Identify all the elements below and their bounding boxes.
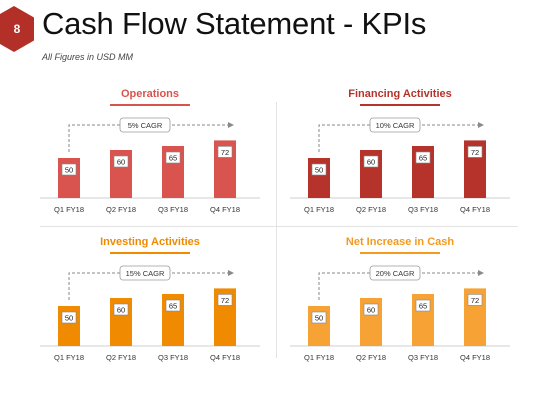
chart-svg: 20% CAGR 50 Q1 FY18 60 Q2 FY18 65 Q3 FY18 72 Q4 … bbox=[290, 265, 510, 362]
data-label-box bbox=[165, 151, 181, 164]
x-tick-label: Q1 FY18 bbox=[304, 353, 334, 362]
x-tick-label: Q2 FY18 bbox=[106, 353, 136, 362]
data-label: 60 bbox=[367, 158, 375, 167]
cagr-label-box bbox=[369, 265, 421, 281]
x-tick-label: Q3 FY18 bbox=[408, 353, 438, 362]
data-label: 65 bbox=[419, 302, 427, 311]
cagr-label-box bbox=[369, 117, 421, 133]
chart-title-underline bbox=[110, 252, 190, 254]
data-label: 72 bbox=[221, 148, 229, 157]
x-tick-label: Q1 FY18 bbox=[54, 353, 84, 362]
chart-panel-net-increase-in-cash: Net Increase in Cash 20% CAGR 50 Q1 FY18 60… bbox=[290, 236, 530, 366]
chart-svg: 10% CAGR 50 Q1 FY18 60 Q2 FY18 65 Q3 FY18 72 Q4 … bbox=[290, 117, 510, 214]
data-label-box bbox=[61, 163, 77, 176]
chart-title: Operations bbox=[120, 88, 180, 100]
chart-title-underline bbox=[360, 104, 440, 106]
cagr-arrow-head bbox=[228, 270, 234, 276]
chart-title: Investing Activities bbox=[100, 236, 200, 248]
chart-panel-operations: Operations 5% CAGR 50 Q1 FY18 60 Q2 FY18 65 Q3… bbox=[40, 88, 280, 218]
data-label-box bbox=[311, 163, 327, 176]
slide-number: 8 bbox=[13, 22, 21, 36]
data-label-box bbox=[467, 294, 483, 306]
cagr-label-box bbox=[119, 117, 171, 133]
chart-panel-financing-activities: Financing Activities 10% CAGR 50 Q1 FY18 60… bbox=[290, 88, 530, 218]
data-label-box bbox=[363, 303, 379, 316]
page-subtitle: All Figures in USD MM bbox=[42, 52, 134, 62]
page-title: Cash Flow Statement - KPIs bbox=[42, 6, 427, 41]
cagr-label: 15% CAGR bbox=[126, 269, 165, 278]
x-tick-label: Q4 FY18 bbox=[460, 205, 490, 214]
x-tick-label: Q4 FY18 bbox=[210, 353, 240, 362]
data-label: 60 bbox=[117, 306, 125, 315]
data-label-box bbox=[113, 155, 129, 168]
chart-svg: 5% CAGR 50 Q1 FY18 60 Q2 FY18 65 Q3 FY18 72 Q4 F… bbox=[40, 117, 260, 214]
x-tick-label: Q4 FY18 bbox=[210, 205, 240, 214]
data-label: 72 bbox=[471, 296, 479, 305]
x-tick-label: Q1 FY18 bbox=[304, 205, 334, 214]
chart-title: Financing Activities bbox=[348, 88, 452, 100]
data-label: 50 bbox=[315, 314, 323, 323]
data-label-box bbox=[467, 146, 483, 158]
x-tick-label: Q3 FY18 bbox=[408, 205, 438, 214]
cagr-label: 10% CAGR bbox=[376, 121, 415, 130]
cagr-arrow-line bbox=[318, 124, 478, 152]
data-label: 65 bbox=[169, 302, 177, 311]
vertical-divider bbox=[276, 102, 277, 358]
x-tick-label: Q3 FY18 bbox=[158, 353, 188, 362]
cagr-label: 20% CAGR bbox=[376, 269, 415, 278]
data-label-box bbox=[61, 311, 77, 324]
data-label-box bbox=[165, 299, 181, 312]
x-tick-label: Q2 FY18 bbox=[356, 205, 386, 214]
data-label: 60 bbox=[117, 158, 125, 167]
cagr-arrow-line bbox=[318, 272, 478, 300]
x-tick-label: Q1 FY18 bbox=[54, 205, 84, 214]
cagr-label-box bbox=[119, 265, 171, 281]
x-tick-label: Q4 FY18 bbox=[460, 353, 490, 362]
data-label-box bbox=[415, 299, 431, 312]
data-label: 72 bbox=[471, 148, 479, 157]
data-label-box bbox=[415, 151, 431, 164]
chart-title: Net Increase in Cash bbox=[345, 236, 455, 248]
data-label: 50 bbox=[65, 314, 73, 323]
data-label-box bbox=[217, 146, 233, 158]
x-tick-label: Q2 FY18 bbox=[356, 353, 386, 362]
data-label-box bbox=[311, 311, 327, 324]
chart-title-underline bbox=[360, 252, 440, 254]
cagr-arrow-head bbox=[478, 122, 484, 128]
data-label: 65 bbox=[169, 154, 177, 163]
data-label-box bbox=[363, 155, 379, 168]
cagr-arrow-line bbox=[68, 124, 228, 152]
data-label: 65 bbox=[419, 154, 427, 163]
data-label: 60 bbox=[367, 306, 375, 315]
data-label-box bbox=[217, 294, 233, 306]
cagr-label: 5% CAGR bbox=[128, 121, 163, 130]
x-tick-label: Q3 FY18 bbox=[158, 205, 188, 214]
chart-panel-investing-activities: Investing Activities 15% CAGR 50 Q1 FY18 60… bbox=[40, 236, 280, 366]
cagr-arrow-head bbox=[478, 270, 484, 276]
chart-svg: 15% CAGR 50 Q1 FY18 60 Q2 FY18 65 Q3 FY18 72 Q4 … bbox=[40, 265, 260, 362]
data-label-box bbox=[113, 303, 129, 316]
chart-title-underline bbox=[110, 104, 190, 106]
cagr-arrow-head bbox=[228, 122, 234, 128]
data-label: 50 bbox=[65, 166, 73, 175]
x-tick-label: Q2 FY18 bbox=[106, 205, 136, 214]
horizontal-divider bbox=[40, 226, 518, 227]
data-label: 50 bbox=[315, 166, 323, 175]
data-label: 72 bbox=[221, 296, 229, 305]
cagr-arrow-line bbox=[68, 272, 228, 300]
slide-number-badge: 8 bbox=[0, 6, 34, 52]
